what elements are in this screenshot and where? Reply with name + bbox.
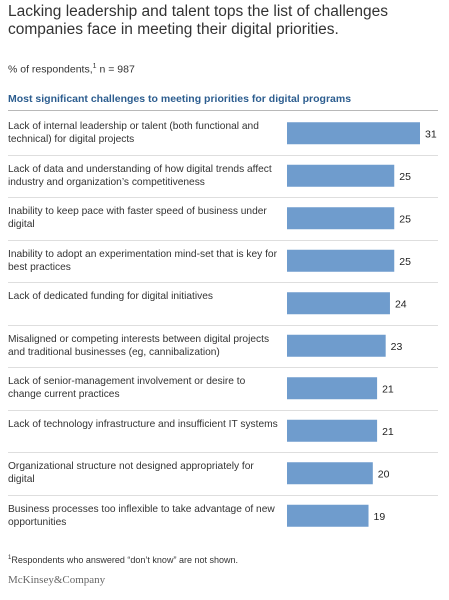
- row-separator: [8, 154, 438, 156]
- category-label: Lack of technology infrastructure and in…: [8, 418, 278, 430]
- bar: [287, 462, 373, 485]
- data-label: 19: [374, 511, 386, 523]
- bar: [287, 164, 395, 187]
- footnote: 1Respondents who answered “don’t know” a…: [8, 555, 238, 565]
- data-label: 31: [425, 128, 437, 140]
- row-separator: [8, 282, 438, 283]
- category-label: Lack of dedicated funding for digital in…: [8, 291, 214, 303]
- row-separator: [8, 409, 438, 411]
- footnote-text: Respondents who answered “don’t know” ar…: [11, 555, 238, 565]
- row-separator: [8, 494, 438, 496]
- category-label: Misaligned or competing interests betwee…: [8, 333, 270, 358]
- footnote-marker: 1: [8, 555, 12, 561]
- bar: [287, 377, 378, 400]
- category-label: Business processes too inflexible to tak…: [8, 503, 275, 528]
- data-label: 21: [382, 383, 394, 395]
- bar: [287, 207, 395, 230]
- respondents-count: n = 987: [96, 63, 135, 76]
- category-label: Lack of data and understanding of how di…: [8, 163, 272, 188]
- bar: [287, 249, 395, 272]
- respondents-note: % of respondents,1 n = 987: [8, 63, 135, 76]
- mckinsey-logo: McKinsey&Company: [8, 574, 106, 586]
- category-label: Organizational structure not designed ap…: [8, 461, 254, 486]
- chart-headline: Lacking leadership and talent tops the l…: [8, 3, 388, 38]
- data-label: 25: [399, 256, 411, 268]
- row-separator: [8, 367, 438, 368]
- category-label: Inability to keep pace with faster speed…: [8, 206, 267, 231]
- category-label: Inability to adopt an experimentation mi…: [8, 248, 277, 273]
- header-divider: [8, 110, 438, 111]
- data-label: 23: [391, 341, 403, 353]
- row-separator: [8, 324, 438, 326]
- bar: [287, 334, 386, 357]
- data-label: 20: [378, 468, 390, 480]
- data-label: 24: [395, 298, 407, 310]
- row-separator: [8, 197, 438, 198]
- category-label: Lack of senior-management involvement or…: [8, 376, 246, 401]
- respondents-prefix: % of respondents,: [8, 63, 93, 76]
- bar: [287, 419, 378, 442]
- chart-title: Most significant challenges to meeting p…: [8, 93, 352, 105]
- footnote-marker: 1: [92, 63, 97, 70]
- data-label: 25: [399, 213, 411, 225]
- bar: [287, 122, 420, 145]
- row-separator: [8, 452, 438, 453]
- bar: [287, 292, 390, 315]
- data-label: 21: [382, 426, 394, 438]
- row-separator: [8, 239, 438, 241]
- category-label: Lack of internal leadership or talent (b…: [8, 121, 259, 146]
- data-label: 25: [399, 171, 411, 183]
- bar: [287, 504, 369, 527]
